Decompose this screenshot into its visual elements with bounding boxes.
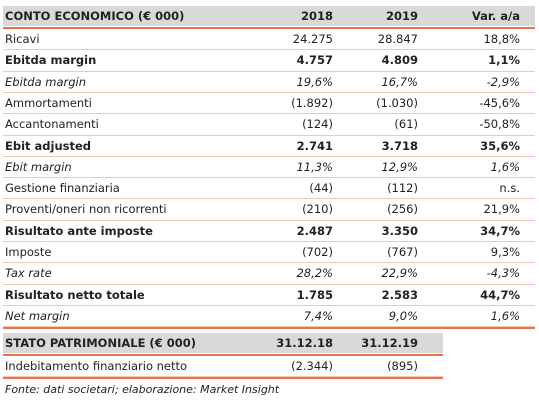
- row-label: Imposte: [5, 245, 52, 259]
- row-rule: [3, 198, 535, 200]
- row-value: -2,9%: [486, 74, 520, 89]
- row-value: 12,9%: [381, 159, 418, 174]
- row-value: 22,9%: [381, 266, 418, 281]
- row-value: 1,6%: [490, 159, 520, 174]
- row-value: 3.350: [381, 223, 418, 238]
- row-value: 1,1%: [488, 53, 520, 68]
- row-value: 3.718: [381, 138, 418, 153]
- row-value: 4.757: [296, 53, 333, 68]
- row-label: Ammortamenti: [5, 95, 92, 110]
- row-label: Accantonamenti: [5, 117, 99, 132]
- row-rule: [3, 91, 535, 93]
- row-rule: [3, 376, 443, 377]
- row-label: Ebitda margin: [5, 53, 97, 68]
- row-label: Net margin: [5, 308, 70, 323]
- header-cell: Var. a/a: [471, 9, 520, 23]
- row-rule: [3, 283, 535, 285]
- header-rule: [3, 27, 535, 29]
- row-value: 2.487: [296, 223, 333, 238]
- footer: Fonte: dati societari; elaborazione: Mar…: [5, 383, 280, 396]
- row-label: Gestione finanziaria: [5, 181, 120, 196]
- row-value: 21,9%: [483, 202, 520, 217]
- row-label: Proventi/oneri non ricorrenti: [5, 202, 167, 217]
- header-cell: 31.12.18: [276, 336, 333, 350]
- row-label: Ebit adjusted: [5, 138, 92, 153]
- row-value: (124): [302, 117, 333, 132]
- row-value: 1.785: [296, 287, 333, 302]
- row-label: Ricavi: [5, 32, 40, 46]
- row-value: (2.344): [291, 359, 333, 373]
- row-rule: [3, 134, 535, 136]
- row-value: 19,6%: [296, 74, 333, 89]
- row-value: 7,4%: [303, 308, 333, 323]
- row-rule: [3, 49, 535, 51]
- row-value: 2.583: [381, 287, 418, 302]
- row-value: (1.892): [291, 95, 333, 110]
- row-value: (61): [394, 117, 418, 132]
- row-value: (210): [302, 202, 333, 217]
- header-cell: CONTO ECONOMICO (€ 000): [5, 9, 185, 23]
- row-value: -45,6%: [479, 95, 520, 110]
- row-value: 28,2%: [296, 266, 333, 281]
- row-rule: [3, 241, 535, 242]
- row-rule: [3, 304, 535, 306]
- row-rule: [3, 262, 535, 264]
- row-value: (112): [387, 181, 418, 196]
- row-rule: [3, 70, 535, 72]
- header-cell: 2018: [300, 9, 333, 23]
- bottom-rule: [3, 377, 443, 379]
- row-value: (895): [387, 359, 418, 373]
- row-value: 24.275: [292, 32, 333, 46]
- row-value: -50,8%: [479, 117, 520, 132]
- header-band: [3, 333, 443, 353]
- row-label: Risultato netto totale: [5, 287, 145, 302]
- row-label: Ebitda margin: [5, 74, 87, 89]
- row-value: (1.030): [376, 95, 418, 110]
- row-value: n.s.: [499, 181, 520, 196]
- row-label: Ebit margin: [5, 159, 72, 174]
- row-value: 16,7%: [381, 74, 418, 89]
- row-value: 4.809: [381, 53, 418, 68]
- row-value: 18,8%: [483, 32, 520, 46]
- header-cell: 2019: [385, 9, 418, 23]
- row-rule: [3, 155, 535, 157]
- row-value: 44,7%: [480, 287, 520, 302]
- row-label: Risultato ante imposte: [5, 223, 153, 238]
- row-value: 9,3%: [490, 245, 520, 259]
- row-value: -4,3%: [486, 266, 520, 281]
- bottom-rule: [3, 327, 535, 330]
- row-value: 28.847: [377, 32, 418, 46]
- row-rule: [3, 219, 535, 221]
- row-value: 1,6%: [490, 308, 520, 323]
- row-value: (702): [302, 245, 333, 259]
- header-cell: STATO PATRIMONIALE (€ 000): [5, 336, 196, 350]
- row-value: 9,0%: [388, 308, 418, 323]
- row-rule: [3, 326, 535, 328]
- row-value: 35,6%: [480, 138, 520, 153]
- header-band: [3, 6, 535, 26]
- row-value: (44): [309, 181, 333, 196]
- row-rule: [3, 113, 535, 115]
- row-value: 2.741: [296, 138, 333, 153]
- row-rule: [3, 177, 535, 179]
- row-value: 11,3%: [296, 159, 333, 174]
- row-value: 34,7%: [480, 223, 520, 238]
- header-rule: [3, 354, 443, 356]
- header-cell: 31.12.19: [361, 336, 418, 350]
- row-label: Indebitamento finanziario netto: [5, 359, 188, 373]
- row-value: (767): [387, 245, 418, 259]
- row-label: Tax rate: [5, 266, 52, 281]
- row-value: (256): [387, 202, 418, 217]
